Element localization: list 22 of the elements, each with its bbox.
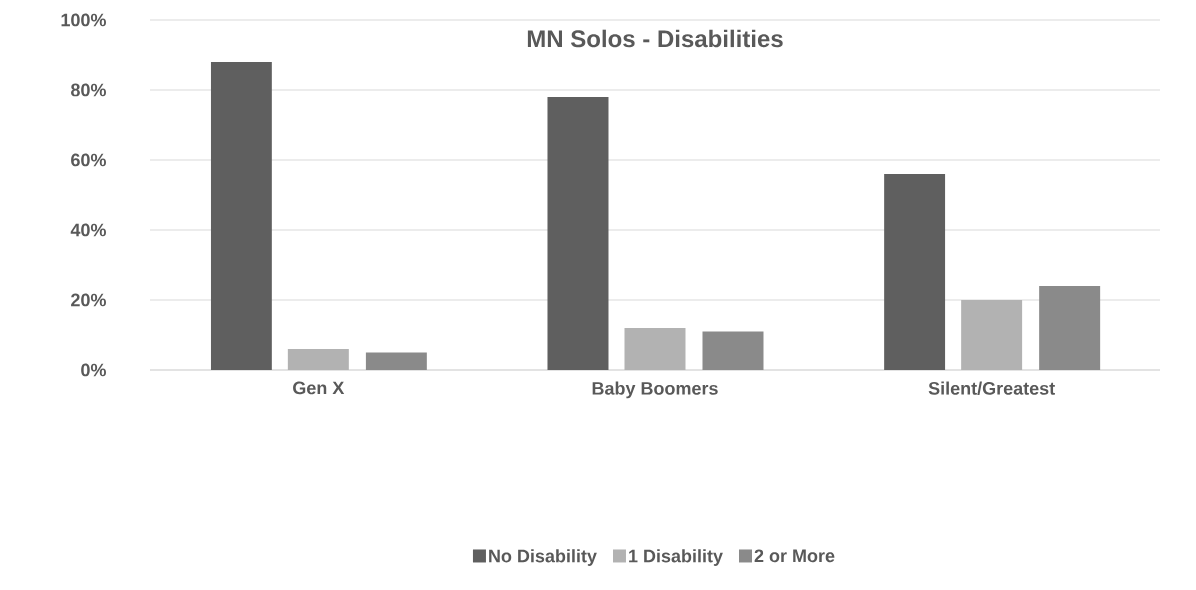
bar — [624, 328, 686, 370]
bar — [365, 352, 427, 370]
y-tick-label: 80% — [71, 83, 106, 97]
legend-label: 1 Disability — [629, 549, 723, 566]
bar — [547, 97, 609, 370]
legend-label: 2 or More — [754, 549, 835, 563]
y-tick-label: 20% — [71, 293, 106, 307]
x-tick-label: Baby Boomers — [592, 381, 718, 399]
chart-title: MN Solos - Disabilities — [527, 29, 783, 48]
bar — [961, 300, 1023, 370]
bar — [1039, 286, 1101, 370]
y-tick-label: 0% — [81, 363, 106, 377]
legend-label: No Disability — [489, 549, 597, 566]
bar — [702, 331, 764, 370]
y-tick-label: 100% — [61, 13, 106, 27]
bar — [884, 174, 946, 370]
x-tick-label: Silent/Greatest — [928, 381, 1055, 395]
y-tick-label: 60% — [71, 153, 106, 167]
bar — [210, 62, 272, 370]
y-tick-label: 40% — [70, 223, 106, 237]
bar — [287, 349, 349, 370]
x-tick-label: Gen X — [293, 381, 345, 395]
